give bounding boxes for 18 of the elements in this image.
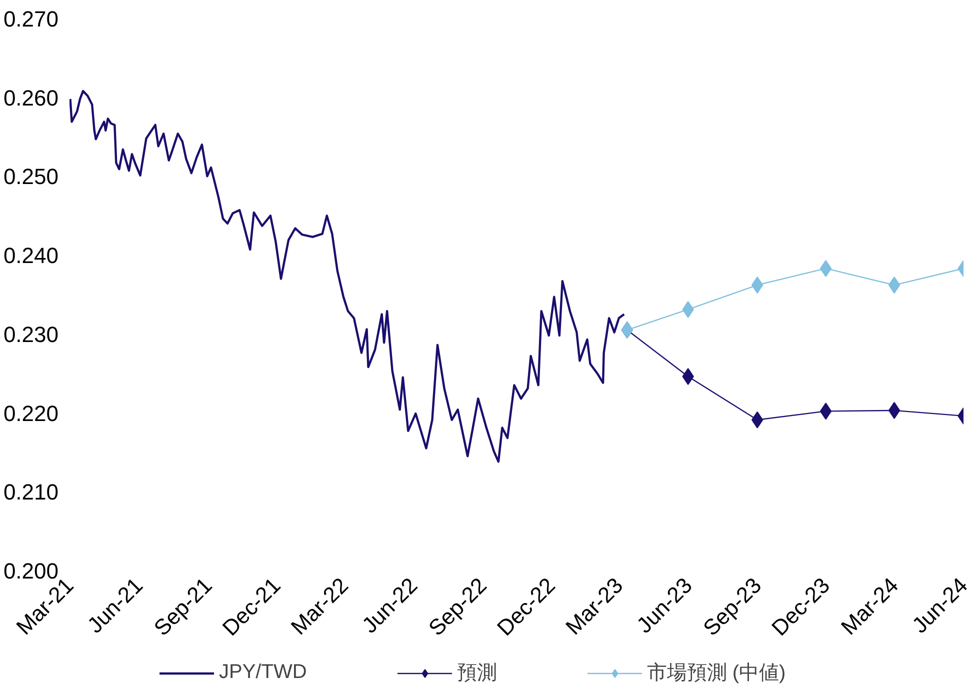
point xyxy=(888,402,900,419)
line-series xyxy=(70,90,626,463)
point xyxy=(820,260,832,277)
y-tick-label: 0.250 xyxy=(3,164,59,190)
point xyxy=(751,276,764,294)
y-tick-label: 0.220 xyxy=(3,400,59,426)
point xyxy=(888,276,900,294)
y-tick-label: 0.270 xyxy=(3,6,59,32)
legend-label: 預測 xyxy=(456,661,497,686)
point xyxy=(820,402,832,420)
y-tick-label: 0.200 xyxy=(3,558,59,584)
y-tick-label: 0.240 xyxy=(3,243,59,268)
y-tick-label: 0.260 xyxy=(3,85,59,110)
legend-label: JPY/TWD xyxy=(219,661,307,684)
legend-label: 市場預測 (中値) xyxy=(646,661,786,686)
y-tick-label: 0.210 xyxy=(3,480,59,505)
y-tick-label: 0.230 xyxy=(3,322,59,347)
point xyxy=(751,411,764,428)
